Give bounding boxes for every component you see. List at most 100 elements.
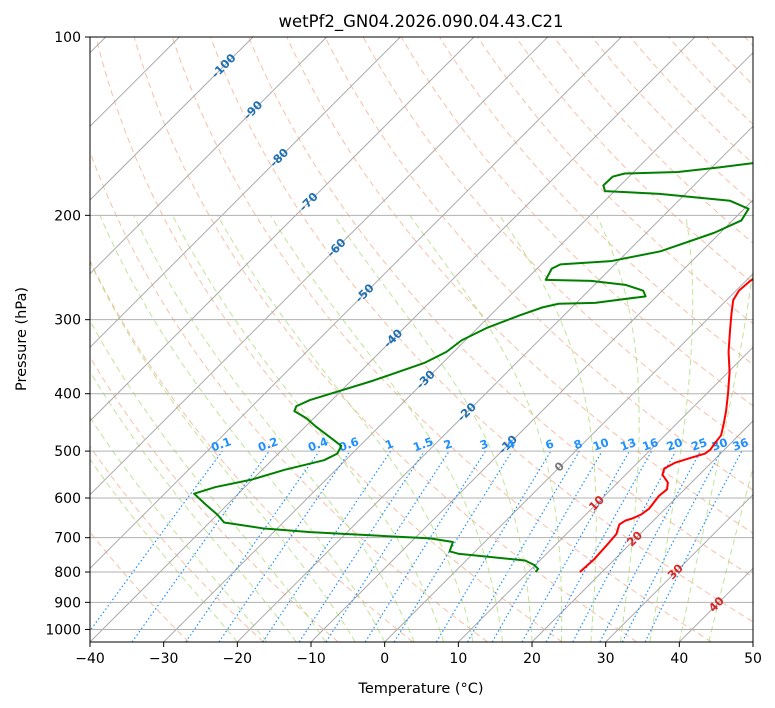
isotherm-label: 0 bbox=[551, 459, 567, 475]
moist-adiabat-line bbox=[217, 215, 474, 642]
isotherm-line bbox=[678, 567, 753, 642]
dry-adiabat-line bbox=[400, 37, 753, 407]
moist-adiabat-line bbox=[270, 215, 504, 642]
dry-adiabat-line bbox=[90, 356, 339, 642]
temperature-profile-line bbox=[579, 277, 753, 573]
dry-adiabat-line bbox=[705, 37, 753, 86]
x-tick-label: 40 bbox=[670, 651, 688, 667]
mixing-ratio-labels: 0.1 0.2 0.4 0.6 1 1.5 2 3 4 6 8 10 13 16 20 25 30 36 bbox=[209, 434, 750, 454]
isotherm-line bbox=[236, 125, 753, 642]
isotherm-line bbox=[90, 37, 328, 275]
x-tick-label: −30 bbox=[149, 651, 179, 667]
pressure-gridlines bbox=[90, 37, 753, 630]
y-tick-label: 1000 bbox=[45, 622, 81, 638]
x-tick-label: 20 bbox=[523, 651, 541, 667]
mixing-ratio-label: 0.4 bbox=[306, 434, 330, 454]
isotherm-line bbox=[752, 641, 753, 642]
mixing-ratio-label: 25 bbox=[689, 435, 709, 454]
mixing-ratio-label: 0.6 bbox=[337, 434, 361, 454]
mixing-ratio-line bbox=[90, 450, 223, 632]
dry-adiabat-line bbox=[324, 37, 753, 491]
x-tick-label: 30 bbox=[597, 651, 615, 667]
y-axis-ticks: 100 200 300 400 500 600 700 800 900 1000 bbox=[45, 30, 90, 638]
isotherm-line bbox=[457, 346, 753, 642]
mixing-ratio-label: 2 bbox=[442, 436, 454, 452]
y-tick-label: 200 bbox=[54, 208, 81, 224]
mixing-ratio-line bbox=[185, 450, 320, 642]
y-tick-label: 500 bbox=[54, 444, 81, 460]
isotherm-label: -30 bbox=[413, 367, 438, 392]
dry-adiabat-line bbox=[591, 37, 753, 204]
x-axis-label: Temperature (°C) bbox=[357, 681, 483, 697]
x-tick-label: 50 bbox=[744, 651, 762, 667]
mixing-ratio-label: 0.1 bbox=[209, 434, 233, 454]
moist-adiabat-line bbox=[333, 215, 533, 642]
mixing-ratio-label: 30 bbox=[710, 435, 730, 454]
dry-adiabat-line bbox=[553, 37, 753, 244]
y-tick-label: 400 bbox=[54, 387, 81, 403]
mixing-ratio-label: 20 bbox=[665, 435, 685, 454]
dry-adiabat-line bbox=[171, 37, 712, 642]
mixing-ratio-line bbox=[521, 450, 631, 642]
mixing-ratio-line bbox=[599, 450, 702, 642]
mixing-ratio-label: 16 bbox=[640, 435, 660, 454]
isotherm-label: 40 bbox=[706, 594, 727, 615]
dry-adiabat-line bbox=[90, 445, 264, 642]
isotherm-label: 20 bbox=[624, 528, 645, 549]
dry-adiabat-line bbox=[286, 37, 753, 534]
isotherm-line bbox=[90, 37, 549, 496]
plot-background-lines bbox=[90, 24, 775, 642]
isotherm-line bbox=[531, 420, 753, 642]
dry-adiabat-line bbox=[744, 37, 753, 47]
isotherm-line bbox=[163, 51, 753, 642]
mixing-ratio-label: 13 bbox=[618, 435, 638, 454]
dry-adiabat-line bbox=[90, 259, 414, 642]
dewpoint-profile-line bbox=[193, 162, 753, 573]
dry-adiabat-line bbox=[95, 37, 563, 642]
isotherm-line bbox=[605, 493, 753, 642]
isotherm-line bbox=[310, 199, 753, 642]
isotherm-line bbox=[90, 37, 254, 201]
chart-title: wetPf2_GN04.2026.090.04.43.C21 bbox=[279, 12, 564, 32]
y-tick-label: 100 bbox=[54, 30, 81, 46]
mixing-ratio-label: 0.2 bbox=[256, 434, 280, 454]
dry-adiabat-line bbox=[770, 24, 775, 642]
isotherm-label: 30 bbox=[665, 561, 686, 582]
y-tick-label: 900 bbox=[54, 595, 81, 611]
dry-adiabat-line bbox=[209, 37, 753, 623]
moist-adiabat-line bbox=[172, 215, 445, 642]
mixing-ratio-line bbox=[572, 450, 677, 642]
mixing-ratio-label: 6 bbox=[543, 436, 555, 452]
y-tick-label: 300 bbox=[54, 313, 81, 329]
moist-adiabat-line bbox=[90, 319, 327, 642]
mixing-ratio-label: 1 bbox=[383, 436, 395, 452]
moist-adiabat-line bbox=[708, 466, 753, 642]
y-tick-label: 700 bbox=[54, 531, 81, 547]
isotherm-line bbox=[90, 37, 622, 570]
mixing-ratio-line bbox=[325, 450, 450, 642]
dry-adiabat-line bbox=[667, 37, 753, 125]
isotherm-line bbox=[90, 37, 475, 422]
y-tick-label: 600 bbox=[54, 491, 81, 507]
mixing-ratio-line bbox=[644, 450, 743, 642]
mixing-ratio-line bbox=[466, 450, 580, 642]
mixing-ratio-line bbox=[364, 450, 486, 642]
moist-adiabat-line bbox=[90, 416, 268, 642]
moist-adiabat-line bbox=[409, 215, 563, 642]
dry-adiabat-line bbox=[90, 150, 488, 642]
mixing-ratio-line bbox=[393, 450, 513, 642]
mixing-ratio-line bbox=[298, 450, 425, 642]
isotherm-line bbox=[90, 37, 696, 642]
moist-adiabat-line bbox=[90, 458, 238, 642]
x-tick-label: 10 bbox=[449, 651, 467, 667]
mixing-ratio-line bbox=[262, 450, 392, 642]
x-axis-ticks: −40 −30 −20 −10 0 10 20 30 40 50 bbox=[75, 642, 762, 667]
moist-adiabat-line bbox=[596, 215, 640, 642]
dry-adiabat-line bbox=[248, 37, 753, 578]
dry-adiabat-line bbox=[133, 37, 638, 642]
dry-adiabat-line bbox=[438, 37, 753, 366]
mixing-ratio-line bbox=[131, 450, 270, 642]
mixing-ratio-line bbox=[218, 450, 351, 642]
moist-adiabat-line bbox=[649, 215, 694, 642]
